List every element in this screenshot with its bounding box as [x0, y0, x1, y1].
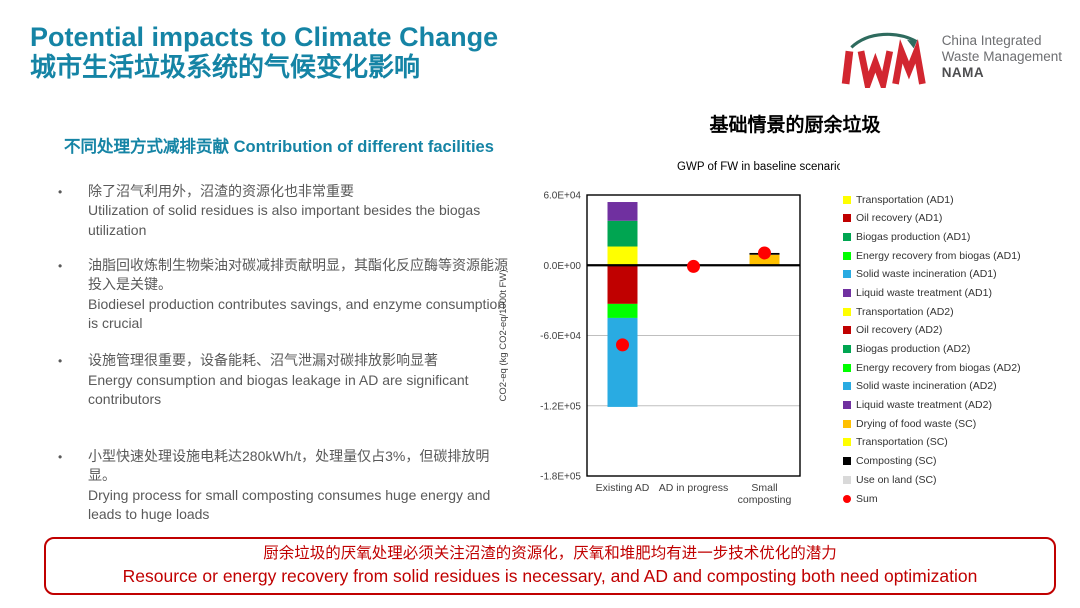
legend-label: Oil recovery (AD1): [856, 212, 943, 225]
legend-item: Composting (SC): [843, 455, 1021, 468]
svg-text:-6.0E+04: -6.0E+04: [540, 331, 581, 342]
legend-item: Solid waste incineration (AD1): [843, 268, 1021, 281]
legend-swatch-square: [843, 214, 851, 223]
legend-label: Liquid waste treatment (AD1): [856, 286, 992, 299]
legend-label: Drying of food waste (SC): [856, 417, 977, 430]
legend-label: Liquid waste treatment (AD2): [856, 399, 992, 412]
legend-item: Transportation (SC): [843, 436, 1021, 449]
bullet-icon: •: [58, 354, 63, 369]
legend-item: Liquid waste treatment (AD2): [843, 399, 1021, 412]
legend-swatch-square: [843, 401, 851, 410]
legend-item: Biogas production (AD2): [843, 343, 1021, 355]
legend-label: Energy recovery from biogas (AD1): [856, 249, 1021, 262]
legend-swatch-square: [843, 363, 851, 372]
legend-swatch-square: [843, 288, 851, 297]
iwm-nama-logo: China Integrated Waste Management NAMA: [836, 26, 1062, 88]
gwp-chart-svg: GWP of FW in baseline scenario 6.0E+04 0.0…: [498, 161, 843, 506]
logo-nama: NAMA: [941, 64, 985, 80]
legend-label: Composting (SC): [856, 455, 937, 468]
bullet-zh: 油脂回收炼制生物柴油对碳减排贡献明显，其酯化反应酶等资源能源投入是关键。: [88, 256, 508, 293]
legend-swatch-square: [843, 475, 851, 484]
chart-legend: Transportation (AD1) Oil recovery (AD1) Bi…: [843, 194, 1021, 512]
legend-label: Transportation (AD2): [856, 305, 954, 318]
legend-item: Solid waste incineration (AD2): [843, 380, 1021, 393]
legend-label: Oil recovery (AD2): [856, 324, 943, 337]
svg-text:GWP of FW in baseline scenario: GWP of FW in baseline scenario: [677, 161, 840, 173]
legend-swatch-square: [843, 457, 851, 466]
bullet-item: • 油脂回收炼制生物柴油对碳减排贡献明显，其酯化反应酶等资源能源投入是关键。 B…: [52, 256, 514, 333]
legend-item: Energy recovery from biogas (AD2): [843, 361, 1021, 374]
legend-swatch-square: [843, 307, 851, 316]
left-section-heading: 不同处理方式减排贡献 Contribution of different fac…: [64, 138, 494, 156]
legend-swatch-square: [843, 382, 851, 391]
legend-label: Transportation (SC): [856, 436, 948, 449]
bullet-icon: •: [58, 450, 63, 465]
legend-swatch-square: [843, 419, 851, 428]
legend-label: Solid waste incineration (AD1): [856, 268, 997, 281]
logo-line1: China Integrated: [941, 33, 1042, 49]
bullet-icon: •: [58, 258, 63, 273]
legend-item: Use on land (SC): [843, 473, 1021, 486]
bullet-en: Drying process for small composting cons…: [88, 486, 491, 523]
legend-item: Sum: [843, 492, 1021, 505]
legend-item: Transportation (AD1): [843, 193, 1021, 206]
conclusion-box: 厨余垃圾的厌氧处理必须关注沼渣的资源化，厌氧和堆肥均有进一步技术优化的潜力 Re…: [44, 537, 1056, 595]
svg-text:Existing AD: Existing AD: [596, 482, 650, 494]
svg-text:Small: Small: [751, 482, 777, 494]
legend-item: Energy recovery from biogas (AD1): [843, 249, 1021, 262]
legend-label: Biogas production (AD1): [856, 230, 971, 243]
legend-swatch-square: [843, 270, 851, 279]
legend-label: Biogas production (AD2): [856, 343, 971, 355]
right-section-heading: 基础情景的厨余垃圾: [709, 115, 881, 136]
legend-item: Biogas production (AD1): [843, 230, 1021, 243]
bullet-item: • 除了沼气利用外，沼渣的资源化也非常重要 Utilization of sol…: [52, 182, 514, 240]
conclusion-en: Resource or energy recovery from solid r…: [122, 566, 978, 587]
bullet-zh: 小型快速处理设施电耗达280kWh/t，处理量仅占3%，但碳排放明显。: [88, 448, 490, 484]
page-title: Potential impacts to Climate Change 城市生活…: [30, 22, 498, 82]
svg-text:-1.8E+05: -1.8E+05: [540, 472, 581, 483]
logo-text: China Integrated Waste Management NAMA: [942, 33, 1062, 81]
legend-item: Oil recovery (AD1): [843, 212, 1021, 225]
legend-swatch-square: [843, 232, 851, 241]
bullet-item: • 设施管理很重要，设备能耗、沼气泄漏对碳排放影响显著 Energy consu…: [52, 351, 514, 409]
bullet-icon: •: [58, 185, 63, 199]
legend-item: Oil recovery (AD2): [843, 324, 1021, 337]
gwp-chart: GWP of FW in baseline scenario 6.0E+04 0.0…: [492, 156, 843, 523]
legend-swatch-square: [843, 251, 851, 260]
logo-line2: Waste Management: [941, 49, 1062, 65]
legend-swatch-square: [843, 438, 851, 447]
bullet-item: • 小型快速处理设施电耗达280kWh/t，处理量仅占3%，但碳排放明显。 Dr…: [52, 447, 514, 524]
svg-text:composting: composting: [738, 494, 792, 506]
svg-text:AD in progress: AD in progress: [659, 482, 728, 494]
svg-text:6.0E+04: 6.0E+04: [543, 191, 581, 202]
legend-label: Energy recovery from biogas (AD2): [856, 361, 1021, 374]
legend-label: Sum: [856, 492, 878, 505]
svg-text:-1.2E+05: -1.2E+05: [540, 401, 581, 412]
legend-item: Drying of food waste (SC): [843, 417, 1021, 430]
legend-swatch-square: [843, 326, 851, 335]
legend-label: Use on land (SC): [856, 473, 937, 486]
legend-swatch-circle: [843, 494, 851, 503]
bullet-en: Energy consumption and biogas leakage in…: [88, 371, 469, 407]
legend-item: Liquid waste treatment (AD1): [843, 286, 1021, 299]
iwm-logo-icon: [841, 32, 926, 88]
bullet-list: • 除了沼气利用外，沼渣的资源化也非常重要 Utilization of sol…: [52, 182, 514, 524]
bullet-zh: 除了沼气利用外，沼渣的资源化也非常重要: [88, 183, 354, 199]
legend-label: Solid waste incineration (AD2): [856, 380, 997, 393]
legend-swatch-square: [843, 345, 851, 353]
svg-text:CO2-eq (kg CO2-eq/1000t FW): CO2-eq (kg CO2-eq/1000t FW): [498, 270, 509, 402]
legend-swatch-square: [843, 195, 851, 204]
page-title-en: Potential impacts to Climate Change: [30, 22, 499, 52]
bullet-en: Biodiesel production contributes savings…: [88, 295, 506, 331]
conclusion-zh: 厨余垃圾的厌氧处理必须关注沼渣的资源化，厌氧和堆肥均有进一步技术优化的潜力: [263, 545, 837, 562]
legend-item: Transportation (AD2): [843, 305, 1021, 318]
page-title-zh: 城市生活垃圾系统的气候变化影响: [30, 51, 421, 82]
legend-label: Transportation (AD1): [856, 193, 954, 206]
bullet-en: Utilization of solid residues is also im…: [88, 202, 481, 238]
svg-text:0.0E+00: 0.0E+00: [543, 261, 581, 272]
bullet-zh: 设施管理很重要，设备能耗、沼气泄漏对碳排放影响显著: [88, 352, 438, 369]
